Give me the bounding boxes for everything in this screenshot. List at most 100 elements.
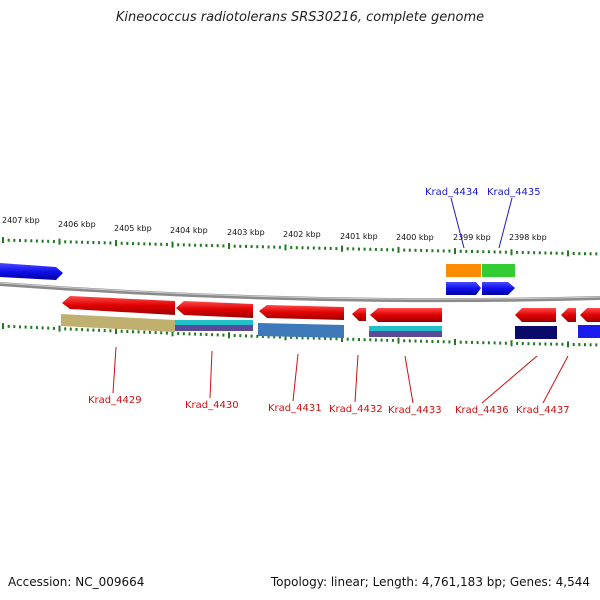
gene-arrow-krad-4429[interactable]: [62, 296, 175, 315]
scale-tick-bottom-minor: [35, 326, 38, 330]
gene-arrow-krad-4431[interactable]: [259, 305, 344, 320]
gene-label-krad-4432[interactable]: Krad_4432: [329, 404, 383, 415]
scale-tick-bottom-minor: [420, 339, 423, 343]
scale-tick-bottom-minor: [465, 340, 468, 344]
scale-tick-bottom-minor: [47, 326, 50, 330]
gene-label-krad-4436[interactable]: Krad_4436: [455, 405, 509, 416]
scale-tick-top-minor: [194, 243, 197, 247]
scale-tick-bottom-minor: [177, 332, 180, 335]
scale-tick-top-minor: [476, 250, 479, 254]
scale-tick-top-minor: [391, 248, 394, 252]
scale-tick-top-minor: [81, 240, 84, 244]
gene-label-krad-4433[interactable]: Krad_4433: [388, 405, 442, 416]
gene-arrow-forward-left[interactable]: [0, 263, 63, 280]
gene-arrow-krad-4435[interactable]: [482, 282, 515, 295]
gene-arrow-reverse-right[interactable]: [580, 308, 600, 322]
feature-bar-blue-right[interactable]: [578, 325, 600, 338]
feature-bar-steelblue-4431[interactable]: [258, 323, 344, 338]
scale-tick-top-minor: [442, 249, 445, 253]
scale-label-2401: 2401 kbp: [340, 232, 378, 241]
accession-label: Accession: NC_009664: [8, 575, 145, 589]
scale-tick-bottom-minor: [335, 337, 338, 341]
scale-tick-bottom-minor: [459, 340, 462, 344]
gene-arrow-krad-4430[interactable]: [176, 301, 253, 318]
scale-tick-top-minor: [555, 251, 558, 255]
scale-tick-bottom-minor: [205, 333, 208, 336]
scale-tick-bottom-minor: [194, 332, 197, 336]
scale-tick-top-minor: [493, 250, 496, 254]
scale-tick-bottom-minor: [301, 336, 304, 340]
scale-tick-top-minor: [160, 242, 163, 246]
scale-tick-top-minor: [437, 249, 440, 253]
gene-arrow-krad-4432[interactable]: [352, 308, 366, 321]
scale-tick-bottom-minor: [250, 334, 253, 338]
scale-tick-bottom-minor: [408, 339, 411, 343]
scale-tick-bottom-minor: [24, 325, 27, 329]
scale-tick-bottom-minor: [239, 334, 242, 338]
scale-tick-top-minor: [86, 240, 89, 244]
scale-tick-top-minor: [35, 239, 38, 243]
scale-tick-top-minor: [527, 251, 530, 255]
scale-tick-bottom-minor: [516, 341, 519, 345]
scale-tick-top-minor: [126, 241, 129, 245]
scale-ticks-bottom: [2, 323, 598, 348]
scale-tick-bottom-major: [454, 339, 456, 345]
scale-tick-bottom-minor: [482, 341, 485, 345]
scale-label-2403: 2403 kbp: [227, 228, 265, 237]
scale-tick-bottom-minor: [199, 332, 202, 336]
scale-tick-top-minor: [465, 249, 468, 253]
scale-tick-top-minor: [572, 252, 575, 255]
scale-tick-bottom-minor: [544, 342, 547, 346]
scale-tick-bottom-minor: [75, 327, 78, 331]
leader-line-krad-4436: [481, 355, 538, 404]
scale-tick-bottom-minor: [504, 341, 507, 345]
scale-tick-bottom-minor: [267, 335, 270, 339]
gene-arrow-krad-4433[interactable]: [370, 308, 442, 322]
scale-tick-bottom-minor: [499, 341, 502, 345]
feature-bar-cyan-4430[interactable]: [175, 320, 253, 325]
feature-bar-green[interactable]: [482, 264, 515, 277]
leader-line-krad-4435: [498, 197, 513, 249]
scale-tick-bottom-minor: [273, 335, 276, 339]
scale-tick-top-minor: [414, 248, 417, 252]
scale-tick-bottom-minor: [324, 337, 327, 340]
gene-label-krad-4430[interactable]: Krad_4430: [185, 400, 239, 411]
gene-label-krad-4437[interactable]: Krad_4437: [516, 405, 570, 416]
gene-label-krad-4429[interactable]: Krad_4429: [88, 395, 142, 406]
scale-tick-top-minor: [216, 244, 219, 248]
scale-tick-bottom-minor: [346, 337, 349, 341]
scale-tick-top-minor: [346, 247, 349, 251]
scale-tick-bottom-minor: [81, 328, 84, 332]
feature-bar-purple-4433[interactable]: [369, 331, 442, 337]
gene-label-krad-4431[interactable]: Krad_4431: [268, 403, 322, 414]
feature-bar-purple-4430[interactable]: [175, 325, 253, 331]
gene-label-krad-4434[interactable]: Krad_4434: [425, 187, 479, 198]
scale-tick-top-minor: [143, 242, 146, 246]
feature-bar-navy-4436[interactable]: [515, 326, 557, 339]
scale-tick-top-minor: [307, 246, 310, 250]
feature-bar-khaki[interactable]: [61, 314, 175, 332]
scale-tick-top-minor: [98, 241, 101, 245]
scale-tick-top-minor: [52, 240, 55, 243]
scale-tick-top-minor: [137, 242, 140, 246]
scale-label-2400: 2400 kbp: [396, 233, 434, 242]
feature-bar-orange[interactable]: [446, 264, 481, 277]
scale-label-2407: 2407 kbp: [2, 216, 40, 225]
gene-arrow-krad-4436[interactable]: [515, 308, 556, 322]
scale-tick-bottom-major: [171, 330, 174, 337]
scale-tick-bottom-major: [510, 340, 513, 347]
feature-bar-cyan-4433[interactable]: [369, 326, 442, 331]
scale-tick-bottom-major: [284, 334, 287, 341]
scale-tick-top-minor: [403, 248, 406, 252]
scale-tick-top-minor: [256, 245, 259, 249]
gene-arrow-krad-4434[interactable]: [446, 282, 481, 295]
scale-tick-top-minor: [47, 239, 50, 243]
scale-tick-top-major: [2, 237, 4, 244]
gene-arrow-krad-4437[interactable]: [561, 308, 576, 322]
scale-tick-bottom-minor: [92, 328, 95, 332]
scale-tick-top-minor: [41, 239, 44, 243]
scale-tick-bottom-minor: [256, 334, 259, 338]
scale-tick-bottom-minor: [442, 340, 445, 344]
scale-tick-top-minor: [516, 250, 519, 254]
gene-label-krad-4435[interactable]: Krad_4435: [487, 187, 541, 198]
